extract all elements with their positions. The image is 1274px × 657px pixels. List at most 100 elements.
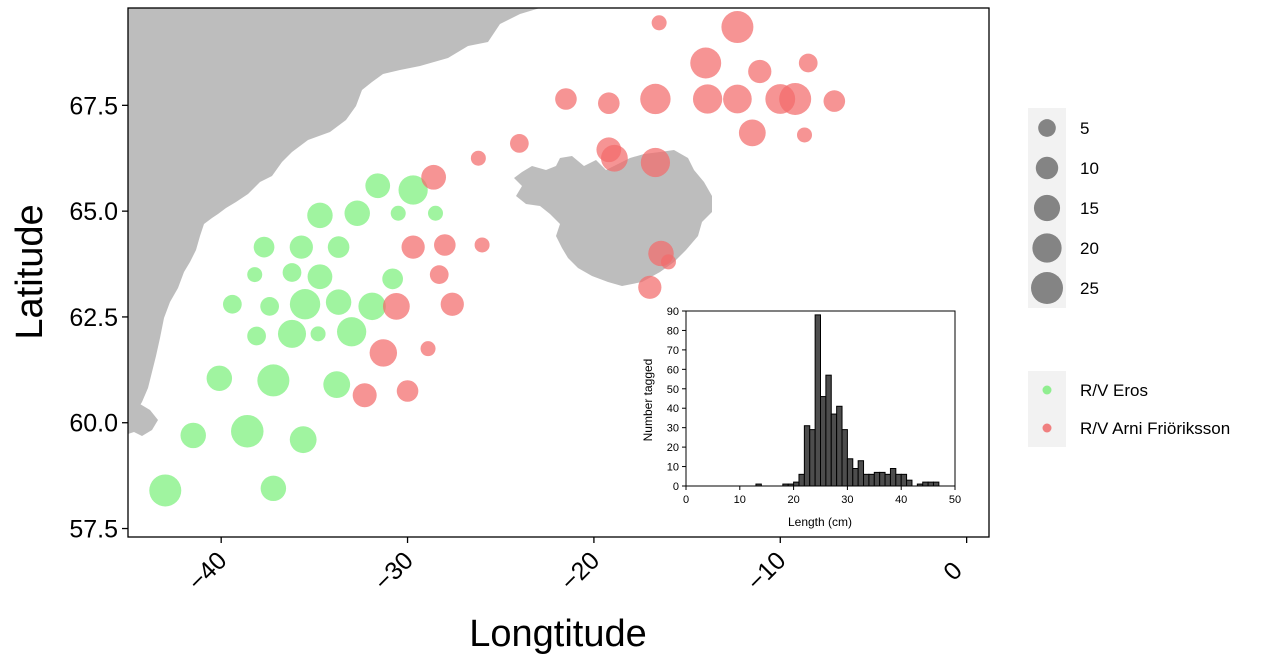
histogram-bar: [798, 473, 805, 487]
point-arni-26: [823, 90, 846, 112]
point-arni-0: [352, 383, 377, 408]
histogram-bar: [814, 314, 821, 487]
inset-x-tick-label: 40: [895, 494, 907, 506]
color-legend: R/V Eros R/V Arni Friöriksson: [1028, 371, 1230, 447]
point-arni-21: [640, 83, 671, 115]
point-eros-22: [289, 235, 313, 259]
point-eros-23: [327, 236, 350, 258]
point-arni-32: [651, 15, 667, 31]
inset-x-tick-label: 20: [787, 494, 799, 506]
point-arni-6: [429, 265, 449, 284]
point-arni-4: [382, 292, 410, 320]
point-eros-27: [427, 205, 444, 221]
point-eros-8: [247, 326, 266, 346]
size-legend-circle: [1033, 194, 1061, 222]
size-legend-label: 25: [1080, 279, 1099, 298]
point-eros-0: [149, 474, 182, 507]
inset-y-tick-label: 50: [667, 384, 679, 396]
point-arni-1: [396, 380, 419, 402]
point-arni-10: [421, 164, 447, 190]
inset-bars: [755, 314, 940, 487]
x-tick-label: 0: [938, 557, 968, 587]
point-eros-28: [365, 173, 391, 199]
point-eros-24: [307, 202, 333, 229]
point-arni-14: [601, 144, 628, 172]
histogram-bar: [873, 471, 881, 487]
size-legend-circle: [1032, 233, 1062, 263]
histogram-bar: [927, 481, 934, 487]
points-layer: [149, 11, 846, 507]
x-axis: −40 −30 −20 −10 0: [183, 537, 968, 596]
point-eros-19: [307, 264, 333, 290]
point-arni-27: [738, 119, 766, 147]
histogram-bar: [782, 483, 789, 487]
point-arni-9: [474, 237, 490, 253]
inset-y-tick-label: 40: [667, 403, 679, 415]
histogram-bar: [916, 483, 924, 487]
x-tick-label: −10: [742, 546, 792, 596]
inset-y-axis: 0 10 20 30 40 50 60 70 80 90: [667, 306, 686, 493]
point-arni-11: [470, 150, 486, 166]
histogram-bar: [803, 425, 811, 487]
point-eros-29: [398, 175, 428, 205]
y-tick-label: 62.5: [69, 304, 118, 332]
inset-y-tick-label: 20: [667, 442, 679, 454]
inset-x-axis-title: Length (cm): [788, 515, 852, 529]
x-tick-label: −20: [555, 546, 605, 596]
point-eros-12: [222, 294, 242, 314]
point-eros-1: [260, 475, 287, 502]
histogram-bar: [889, 468, 897, 487]
y-tick-label: 57.5: [69, 516, 118, 544]
greenland-landmass: [128, 8, 540, 430]
point-eros-13: [260, 296, 280, 316]
size-legend-circle: [1031, 272, 1063, 304]
histogram-bar: [900, 473, 908, 487]
size-legend-circle: [1038, 119, 1056, 137]
histogram-bar: [906, 479, 913, 487]
color-legend-label: R/V Eros: [1080, 381, 1148, 400]
point-eros-16: [358, 292, 386, 321]
color-legend-label: R/V Arni Friöriksson: [1080, 419, 1230, 438]
point-arni-22: [692, 84, 723, 114]
point-eros-18: [282, 263, 302, 282]
point-eros-7: [323, 371, 351, 399]
y-axis-title: Latitude: [9, 204, 51, 339]
size-legend-label: 15: [1080, 199, 1099, 218]
point-arni-19: [555, 88, 577, 110]
histogram-bar: [922, 481, 929, 487]
point-arni-18: [638, 275, 662, 299]
histogram-bar: [836, 405, 843, 487]
histogram-bar: [793, 481, 800, 487]
point-arni-23: [723, 84, 752, 114]
histogram-bar: [825, 374, 832, 487]
point-eros-2: [180, 422, 206, 449]
color-legend-swatch: [1042, 385, 1052, 395]
histogram-bar: [830, 413, 838, 487]
point-arni-17: [660, 254, 676, 270]
point-arni-25: [779, 82, 812, 115]
point-arni-2: [369, 339, 398, 367]
point-arni-31: [798, 53, 818, 73]
y-axis: 57.5 60.0 62.5 65.0 67.5: [69, 92, 128, 544]
point-eros-25: [344, 200, 370, 226]
point-arni-20: [598, 92, 620, 115]
point-eros-4: [289, 426, 317, 454]
histogram-bar: [868, 473, 875, 487]
plot-panel-border: [127, 7, 990, 538]
point-arni-15: [640, 147, 671, 178]
color-legend-swatch: [1042, 423, 1052, 433]
point-arni-29: [690, 47, 722, 79]
inset-y-axis-title: Number tagged: [641, 359, 655, 442]
inset-x-tick-label: 0: [683, 494, 689, 506]
histogram-bar: [895, 473, 902, 487]
inset-x-tick-label: 10: [734, 494, 746, 506]
inset-histogram: 0 10 20 30 40 50 0 10 20 30 40 50 60 70 80 90 Length (…: [641, 306, 961, 529]
point-arni-8: [434, 234, 456, 256]
histogram-bar: [841, 429, 848, 487]
point-arni-33: [721, 11, 754, 44]
point-eros-26: [390, 205, 406, 221]
histogram-bar: [884, 473, 891, 487]
point-eros-9: [277, 319, 307, 348]
size-legend: 5 10 15 20 25: [1028, 108, 1099, 308]
